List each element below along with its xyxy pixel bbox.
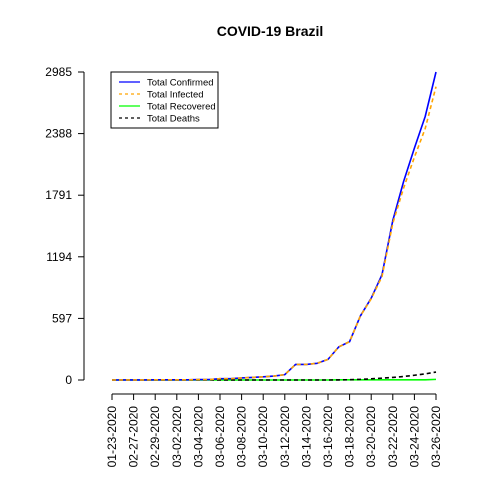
x-tick-label: 03-18-2020 — [343, 406, 357, 468]
x-tick-label: 02-27-2020 — [127, 406, 141, 468]
chart-title: COVID-19 Brazil — [217, 23, 324, 39]
legend-label: Total Infected — [147, 90, 204, 101]
y-tick-label: 1194 — [46, 250, 72, 264]
legend-label: Total Recovered — [147, 102, 216, 113]
series-lines — [111, 71, 437, 381]
x-tick-label: 03-22-2020 — [386, 406, 400, 468]
x-tick-label: 03-20-2020 — [364, 406, 378, 468]
x-tick-label: 01-23-2020 — [105, 406, 119, 468]
y-tick-label: 0 — [65, 373, 72, 387]
x-tick-label: 03-14-2020 — [299, 406, 313, 468]
legend-label: Total Confirmed — [147, 78, 214, 89]
y-tick-label: 2388 — [45, 127, 72, 141]
axes: 0 597 1194 1791 2388 2985 01-23-2020 02-27-2020… — [45, 65, 443, 467]
legend-label: Total Deaths — [147, 114, 200, 125]
x-tick-label: 02-29-2020 — [148, 406, 162, 468]
x-tick-label: 03-04-2020 — [191, 406, 205, 468]
x-tick-label: 03-24-2020 — [407, 406, 421, 468]
x-tick-label: 03-08-2020 — [235, 406, 249, 468]
series-line-total-deaths — [112, 371, 437, 381]
x-tick-label: 03-12-2020 — [278, 406, 292, 468]
x-tick-label: 03-06-2020 — [213, 406, 227, 468]
y-tick-label: 597 — [52, 311, 72, 325]
y-tick-label: 1791 — [45, 188, 72, 202]
y-tick-label: 2985 — [45, 65, 72, 79]
x-tick-label: 03-02-2020 — [170, 406, 184, 468]
series-line-total-infected — [111, 86, 437, 381]
legend-box — [110, 71, 219, 129]
x-tick-label: 03-16-2020 — [321, 406, 335, 468]
x-tick-label: 03-26-2020 — [429, 406, 443, 468]
x-tick-label: 03-10-2020 — [256, 406, 270, 468]
